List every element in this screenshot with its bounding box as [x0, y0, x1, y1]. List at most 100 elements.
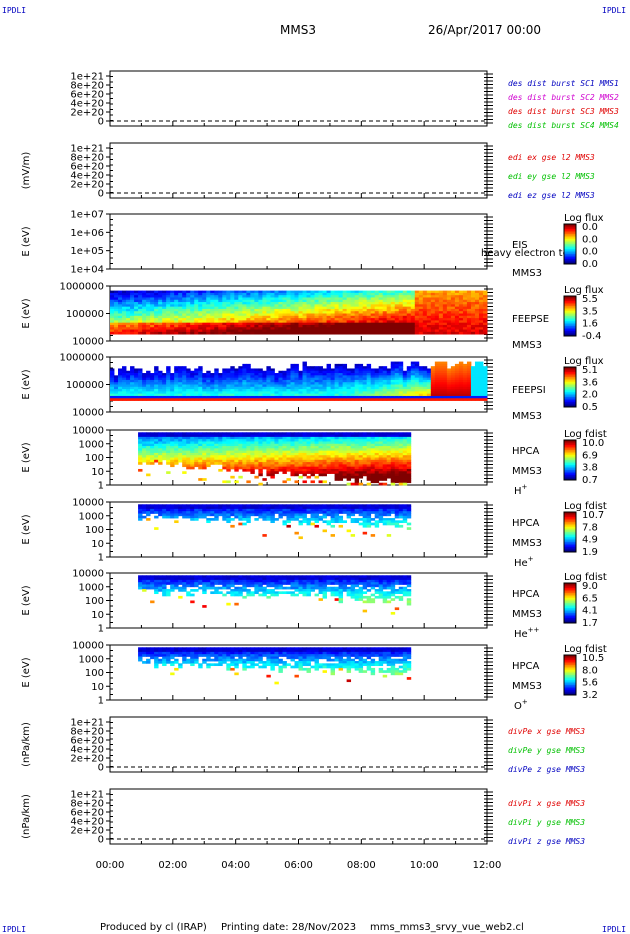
heatmap-cell	[270, 327, 275, 330]
heatmap-cell	[326, 436, 331, 440]
colorbar-swatch	[564, 309, 576, 312]
heatmap-cell	[210, 384, 215, 388]
heatmap-cell	[394, 318, 400, 321]
heatmap-cell	[246, 318, 251, 321]
heatmap-cell	[314, 459, 319, 463]
heatmap-cell	[338, 368, 344, 372]
heatmap-cell	[130, 389, 135, 392]
heatmap-cell	[138, 452, 143, 456]
heatmap-cell	[194, 391, 199, 395]
heatmap-cell	[182, 457, 187, 461]
heatmap-cell	[218, 382, 223, 385]
heatmap-cell	[190, 379, 195, 383]
heatmap-cell	[134, 368, 139, 372]
heatmap-cell	[466, 311, 472, 314]
heatmap-cell	[254, 398, 259, 401]
heatmap-cell	[234, 446, 239, 449]
colorbar-swatch	[564, 380, 576, 383]
colorbar-frame	[563, 366, 577, 408]
heatmap-cell	[182, 504, 187, 507]
heatmap-cell	[390, 315, 396, 319]
heatmap-cell	[166, 455, 171, 458]
heatmap-cell	[138, 375, 143, 379]
heatmap-cell	[482, 302, 488, 305]
heatmap-cell	[322, 324, 327, 328]
heatmap-cell	[454, 370, 460, 374]
heatmap-cell	[374, 398, 380, 401]
heatmap-cell	[238, 329, 243, 333]
heatmap-cell	[174, 506, 179, 510]
heatmap-cell	[294, 468, 299, 472]
heatmap-cell	[370, 389, 376, 392]
heatmap-cell	[202, 393, 207, 397]
heatmap-cell	[418, 318, 424, 321]
heatmap-cell	[338, 329, 344, 333]
heatmap-cell	[202, 391, 207, 395]
heatmap-cell	[390, 290, 396, 294]
heatmap-cell	[434, 308, 440, 312]
heatmap-cell	[438, 382, 444, 385]
y-axis-label: E (eV)	[21, 514, 32, 544]
heatmap-cell	[310, 448, 315, 452]
heatmap-cell	[142, 432, 147, 435]
heatmap-cell	[238, 290, 243, 294]
heatmap-cell	[458, 327, 464, 330]
heatmap-cell	[330, 297, 335, 301]
heatmap-cell	[338, 318, 344, 321]
heatmap-cell	[206, 329, 211, 333]
heatmap-cell	[406, 389, 412, 392]
heatmap-cell	[398, 459, 404, 463]
heatmap-cell	[282, 299, 287, 303]
heatmap-cell	[254, 452, 259, 456]
heatmap-cell	[210, 304, 215, 308]
heatmap-cell	[390, 462, 396, 465]
heatmap-cell	[206, 391, 211, 395]
heatmap-cell	[382, 377, 388, 381]
heatmap-cell	[302, 473, 307, 477]
heatmap-cell	[358, 302, 364, 305]
heatmap-cell	[238, 302, 243, 305]
heatmap-cell	[166, 297, 171, 301]
heatmap-cell	[386, 459, 392, 463]
heatmap-cell	[162, 439, 167, 442]
heatmap-cell	[430, 292, 436, 296]
heatmap-cell	[294, 432, 299, 435]
heatmap-cell	[186, 331, 191, 335]
heatmap-cell	[154, 295, 159, 298]
heatmap-cell	[394, 386, 400, 390]
heatmap-cell	[262, 436, 267, 440]
heatmap-cell	[162, 450, 167, 454]
heatmap-cell	[190, 290, 195, 294]
heatmap-cell	[226, 304, 231, 308]
heatmap-cell	[438, 311, 444, 314]
heatmap-cell	[346, 324, 352, 328]
y-axis-label: E (eV)	[21, 298, 32, 328]
heatmap-cell	[246, 432, 251, 435]
heatmap-cell	[186, 379, 191, 383]
heatmap-cell	[382, 439, 388, 442]
heatmap-cell	[346, 386, 352, 390]
heatmap-cell	[330, 448, 335, 452]
heatmap-cell	[230, 379, 235, 383]
heatmap-cell	[234, 329, 239, 333]
heatmap-cell	[358, 432, 364, 435]
heatmap-cell	[178, 513, 183, 517]
colorbar-swatch	[564, 385, 576, 388]
heatmap-cell	[302, 297, 307, 301]
y-tick-label: 4e+20	[70, 171, 104, 182]
heatmap-cell	[322, 393, 327, 397]
heatmap-cell	[294, 441, 299, 445]
heatmap-cell	[354, 389, 360, 392]
heatmap-cell	[258, 464, 263, 468]
heatmap-cell	[194, 398, 199, 401]
heatmap-cell	[202, 466, 207, 470]
heatmap-cell	[418, 308, 424, 312]
heatmap-cell	[398, 478, 404, 481]
heatmap-cell	[366, 466, 372, 470]
heatmap-cell	[314, 434, 319, 438]
heatmap-cell	[294, 379, 299, 383]
heatmap-cell	[402, 432, 408, 435]
heatmap-cell	[162, 398, 167, 401]
heatmap-cell	[398, 313, 404, 317]
heatmap-cell	[302, 377, 307, 381]
